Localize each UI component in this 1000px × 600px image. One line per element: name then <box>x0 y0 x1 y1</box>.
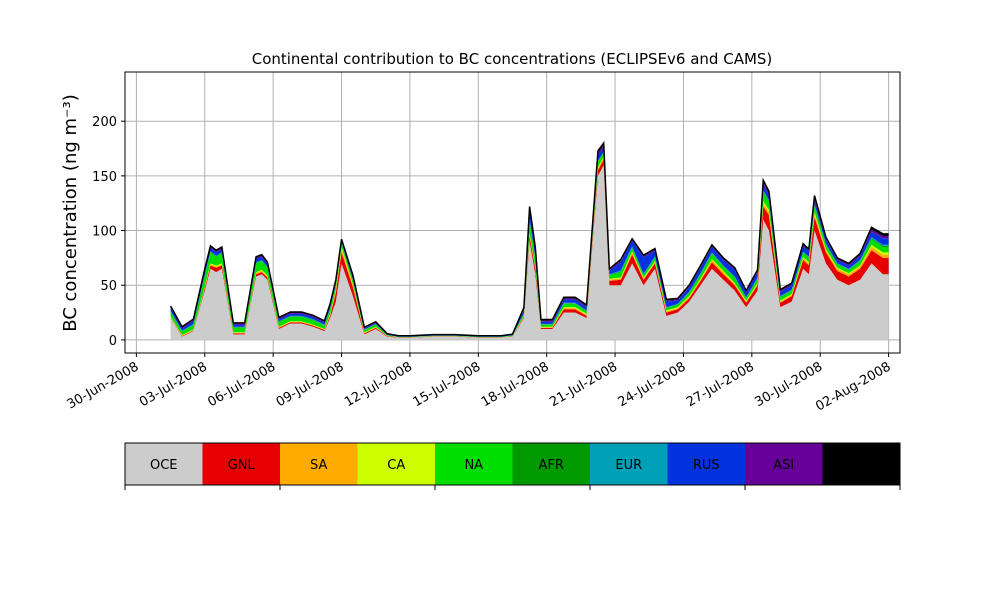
area-series-oce <box>170 164 889 340</box>
legend-swatch-rus <box>667 443 746 485</box>
x-tick-label: 21-Jul-2008 <box>547 359 620 410</box>
legend-label: CA <box>387 458 405 473</box>
legend-label: GNL <box>228 458 256 473</box>
x-tick-label: 30-Jun-2008 <box>65 359 142 412</box>
x-tick-label: 06-Jul-2008 <box>205 359 278 410</box>
legend-swatch-ca <box>357 443 436 485</box>
y-ticks: 0 50 100 150 200 <box>92 115 125 349</box>
y-tick-label: 100 <box>92 225 117 240</box>
legend-label: ASI <box>773 458 794 473</box>
x-tick-label: 27-Jul-2008 <box>684 359 757 410</box>
legend-label: OCE <box>150 458 178 473</box>
legend-swatch-na <box>435 443 513 485</box>
x-tick-label: 12-Jul-2008 <box>342 359 415 410</box>
legend-swatch-sa <box>280 443 358 485</box>
legend-frame <box>124 442 901 486</box>
legend-label: NA <box>464 458 483 473</box>
legend-label: AFR <box>539 458 564 473</box>
legend-swatch-gnl <box>202 443 281 485</box>
plot-frame <box>124 71 901 354</box>
y-tick-label: 200 <box>92 115 117 130</box>
legend-swatch-eur <box>590 443 668 485</box>
x-tick-label: 18-Jul-2008 <box>479 359 552 410</box>
area-layers <box>169 140 889 340</box>
x-tick-label: 15-Jul-2008 <box>410 359 483 410</box>
legend-label: SA <box>310 458 327 473</box>
legend-swatch-oce <box>125 443 203 485</box>
y-tick-label: 150 <box>92 170 117 185</box>
y-axis-label-text: BC concentration (ng m⁻³) <box>60 94 81 332</box>
y-tick-label: 0 <box>109 334 117 349</box>
x-tick-label: 03-Jul-2008 <box>137 359 210 410</box>
legend-swatch-afr <box>512 443 591 485</box>
chart-title: Continental contribution to BC concentra… <box>252 50 773 68</box>
x-tick-label: 24-Jul-2008 <box>616 359 689 410</box>
legend-label: EUR <box>615 458 642 473</box>
legend-label: RUS <box>693 458 720 473</box>
legend-swatch-asi <box>745 443 823 485</box>
legend-label: AUS <box>848 458 875 473</box>
legend-swatch-aus <box>822 443 901 485</box>
color-legend: OCE GNL SA CA NA AFR EUR RUS ASI AUS <box>124 442 901 490</box>
x-tick-label: 02-Aug-2008 <box>813 359 893 414</box>
y-tick-label: 50 <box>100 279 117 294</box>
x-ticks: 30-Jun-200803-Jul-200806-Jul-200809-Jul-… <box>65 353 894 415</box>
plot-area: 0 50 100 150 200 30-Jun-200803-Jul-200806-Ju… <box>65 71 901 415</box>
x-tick-label: 09-Jul-2008 <box>274 359 347 410</box>
y-axis-label: BC concentration (ng m⁻³) <box>60 94 81 332</box>
total-outline <box>169 140 889 337</box>
